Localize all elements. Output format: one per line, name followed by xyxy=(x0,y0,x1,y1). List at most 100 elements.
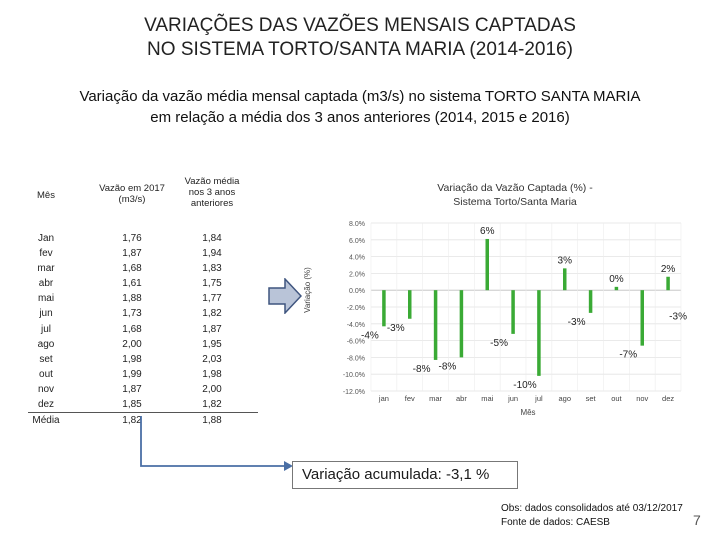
x-tick-label: abr xyxy=(456,394,467,403)
data-label-extra: -3% xyxy=(669,311,687,322)
y-tick-labels: 8.0% 6.0% 4.0% 2.0% 0.0% -2.0% -4.0% -6.0% -8.0%… xyxy=(343,221,365,396)
x-tick-label: nov xyxy=(636,394,648,403)
average-label: Média xyxy=(32,415,60,427)
page-number: 7 xyxy=(693,512,701,528)
row-flow-2017: 1,87 xyxy=(122,248,142,260)
data-label: -8% xyxy=(413,364,431,375)
average-flow-2017: 1,82 xyxy=(122,415,142,427)
y-tick-label: 4.0% xyxy=(349,255,365,262)
header-flow-avg3-line3: anteriores xyxy=(190,198,234,209)
table-row: nov 1,87 2,00 xyxy=(28,382,258,397)
data-label: -3% xyxy=(568,317,586,328)
row-flow-2017: 1,85 xyxy=(122,399,142,411)
y-tick-label: 0.0% xyxy=(349,288,365,295)
table-row: Jan 1,76 1,84 xyxy=(28,231,258,246)
x-tick-label: out xyxy=(611,394,622,403)
x-tick-label: ago xyxy=(558,394,571,403)
x-tick-label: jun xyxy=(507,394,518,403)
x-tick-label: mar xyxy=(429,394,442,403)
data-label: -4% xyxy=(361,330,379,341)
row-flow-2017: 1,87 xyxy=(122,383,142,395)
bar-nov xyxy=(640,290,644,346)
row-month: fev xyxy=(39,248,53,260)
data-labels: -4% -3% -8% -8% 6% -5% -10% 3% -3% 0% -7% 2% -3% xyxy=(361,226,687,391)
table-row-average: Média 1,82 1,88 xyxy=(28,412,258,428)
data-label: -8% xyxy=(439,361,457,372)
bar-jun xyxy=(511,290,515,334)
data-label: -5% xyxy=(490,338,508,349)
header-flow-avg3-line1: Vazão média xyxy=(184,176,240,187)
header-flow-avg3: Vazão média nos 3 anos anteriores xyxy=(172,176,252,209)
header-flow-2017-line2: (m3/s) xyxy=(118,194,146,205)
row-flow-2017: 1,61 xyxy=(122,278,142,290)
note-source: Fonte de dados: CAESB xyxy=(501,517,610,528)
row-flow-avg3: 1,87 xyxy=(202,323,222,335)
y-tick-label: -12.0% xyxy=(343,389,365,396)
bar-ago xyxy=(563,268,567,291)
bar-dez xyxy=(666,276,670,291)
row-month: abr xyxy=(38,278,54,290)
slide-title-line1: VARIAÇÕES DAS VAZÕES MENSAIS CAPTADAS xyxy=(144,15,576,36)
row-month: ago xyxy=(37,338,55,350)
row-month: Jan xyxy=(37,233,55,244)
row-flow-2017: 1,88 xyxy=(122,293,142,305)
table-row: set 1,98 2,03 xyxy=(28,352,258,367)
row-month: mai xyxy=(37,293,55,305)
row-flow-avg3: 2,00 xyxy=(202,383,222,395)
data-label: -10% xyxy=(513,380,536,391)
row-flow-avg3: 1,77 xyxy=(202,293,222,305)
header-month: Mês xyxy=(37,190,55,201)
right-arrow-icon xyxy=(268,278,302,314)
notes: Obs: dados consolidados até 03/12/2017 F… xyxy=(501,502,683,530)
bar-mar xyxy=(433,290,438,360)
bar-jul xyxy=(537,290,541,376)
y-tick-label: 6.0% xyxy=(349,238,365,245)
bar-set xyxy=(588,290,593,313)
row-flow-2017: 1,68 xyxy=(122,263,142,275)
data-label: 6% xyxy=(480,226,495,237)
table-row: mar 1,68 1,83 xyxy=(28,261,258,276)
row-month: jul xyxy=(40,323,51,335)
y-tick-label: 8.0% xyxy=(349,221,365,228)
slide-subtitle-line2: em relação a média dos 3 anos anteriores… xyxy=(150,109,570,126)
cumulative-variation-box: Variação acumulada: -3,1 % xyxy=(292,461,518,489)
y-tick-label: -6.0% xyxy=(347,339,365,346)
table-row: fev 1,87 1,94 xyxy=(28,246,258,261)
table-row: ago 2,00 1,95 xyxy=(28,337,258,352)
row-flow-avg3: 1,75 xyxy=(202,278,222,290)
table-row: mai 1,88 1,77 xyxy=(28,291,258,306)
chart-title-line2: Sistema Torto/Santa Maria xyxy=(453,196,577,208)
x-tick-label: set xyxy=(586,394,597,403)
data-label: -3% xyxy=(387,323,405,334)
row-flow-2017: 1,73 xyxy=(122,308,142,320)
table-row: jul 1,68 1,87 xyxy=(28,322,258,337)
slide-title: VARIAÇÕES DAS VAZÕES MENSAIS CAPTADAS NO… xyxy=(0,14,720,62)
x-tick-label: fev xyxy=(405,394,415,403)
header-flow-2017-line1: Vazão em 2017 xyxy=(99,183,165,194)
connector-arrow xyxy=(140,416,293,471)
row-flow-avg3: 1,82 xyxy=(202,399,222,411)
flow-table: Mês Vazão em 2017 (m3/s) Vazão média nos… xyxy=(28,176,258,428)
header-flow-2017: Vazão em 2017 (m3/s) xyxy=(90,183,174,205)
bar-layer xyxy=(382,238,670,376)
note-observation: Obs: dados consolidados até 03/12/2017 xyxy=(501,503,683,514)
data-label: 2% xyxy=(661,264,676,275)
grid-layer xyxy=(370,222,682,392)
row-month: set xyxy=(39,353,53,365)
row-flow-2017: 1,68 xyxy=(122,323,142,335)
bar-fev xyxy=(408,290,412,319)
variation-chart: Variação da Vazão Captada (%) - Sistema … xyxy=(303,182,687,417)
data-label: 0% xyxy=(609,274,624,285)
row-flow-2017: 1,76 xyxy=(122,233,142,244)
average-flow-avg3: 1,88 xyxy=(202,415,222,427)
y-axis-label: Variação (%) xyxy=(303,267,312,313)
y-tick-label: 2.0% xyxy=(349,271,365,278)
row-month: mar xyxy=(37,263,55,275)
y-tick-label: -10.0% xyxy=(343,372,365,379)
slide-subtitle: Variação da vazão média mensal captada (… xyxy=(0,86,720,128)
x-tick-label: mai xyxy=(481,394,493,403)
row-month: out xyxy=(39,368,53,380)
slide-title-line2: NO SISTEMA TORTO/SANTA MARIA (2014-2016) xyxy=(147,39,573,60)
row-flow-avg3: 1,94 xyxy=(202,248,222,260)
header-flow-avg3-line2: nos 3 anos xyxy=(188,187,236,198)
